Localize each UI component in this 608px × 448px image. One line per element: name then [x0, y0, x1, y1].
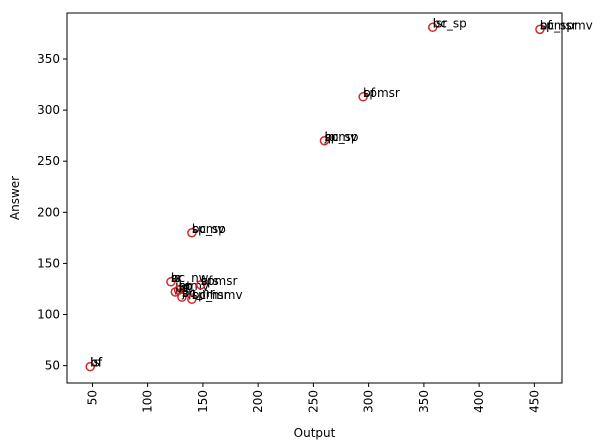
data-point-label: sr [171, 271, 182, 285]
data-point-label: bc_sp [433, 16, 467, 30]
data-point [187, 228, 197, 238]
data-point-label: sp [182, 286, 196, 300]
data-point-label: bfs [201, 274, 219, 288]
y-tick-label: 150 [37, 256, 60, 270]
x-tick-label: 300 [362, 390, 376, 413]
data-point-label: lsr [433, 16, 448, 30]
y-tick-label: 200 [37, 205, 60, 219]
data-point [358, 92, 368, 102]
plot-area: 50 100 150 200 250 300 350 400 450 50 100 150 200 250… [37, 12, 593, 413]
x-tick-label: 50 [85, 390, 99, 405]
data-point [195, 280, 206, 290]
data-point-label: ls [171, 271, 181, 285]
y-tick-label: 50 [45, 359, 60, 373]
data-point-label: spmv [192, 222, 225, 236]
data-point [177, 292, 187, 302]
data-point-label: spmsr [192, 288, 229, 302]
y-tick-label: 300 [37, 103, 60, 117]
data-point-label: bc_spmv [540, 18, 593, 32]
data-point-label: bc_sp [192, 222, 226, 236]
y-tick-label: 100 [37, 308, 60, 322]
data-point-label: bf [90, 356, 103, 370]
x-tick-label: 150 [196, 390, 210, 413]
x-tick-label: 350 [417, 390, 431, 413]
data-point-label: bt [179, 279, 192, 293]
data-point-label: bc_nr [182, 286, 215, 300]
data-point-label: spmsr [363, 86, 400, 100]
data-point-label: sp [179, 279, 193, 293]
data-point-label: hf [540, 18, 553, 32]
data-point-label: jl [181, 286, 189, 300]
x-tick-label: 450 [527, 390, 541, 413]
data-point-label: bc_sp [324, 130, 358, 144]
data-point-label: hf [90, 356, 103, 370]
data-point [427, 22, 438, 33]
data-point [187, 294, 197, 304]
x-tick-label: 200 [251, 390, 265, 413]
data-point [166, 277, 176, 287]
data-point-label: jp [323, 130, 335, 144]
y-tick-label: 350 [37, 52, 60, 66]
y-axis-title: Answer [8, 176, 22, 220]
data-point [535, 24, 545, 35]
x-tick-label: 100 [141, 390, 155, 413]
y-tick-label: 250 [37, 154, 60, 168]
data-point-label: bf [363, 86, 376, 100]
data-point-label: spmsr [540, 18, 577, 32]
data-point-label: bc_mmv [192, 288, 243, 302]
x-tick-label: 250 [306, 390, 320, 413]
x-tick-label: 400 [472, 390, 486, 413]
x-axis-title: Output [294, 426, 336, 440]
data-point-label: jp [174, 281, 186, 295]
data-point [319, 136, 330, 146]
data-point [85, 361, 95, 372]
data-point-label: spmsr [201, 274, 238, 288]
data-point-label: spmv [324, 130, 357, 144]
plot-frame [66, 12, 563, 384]
data-point-label: ls [90, 356, 100, 370]
